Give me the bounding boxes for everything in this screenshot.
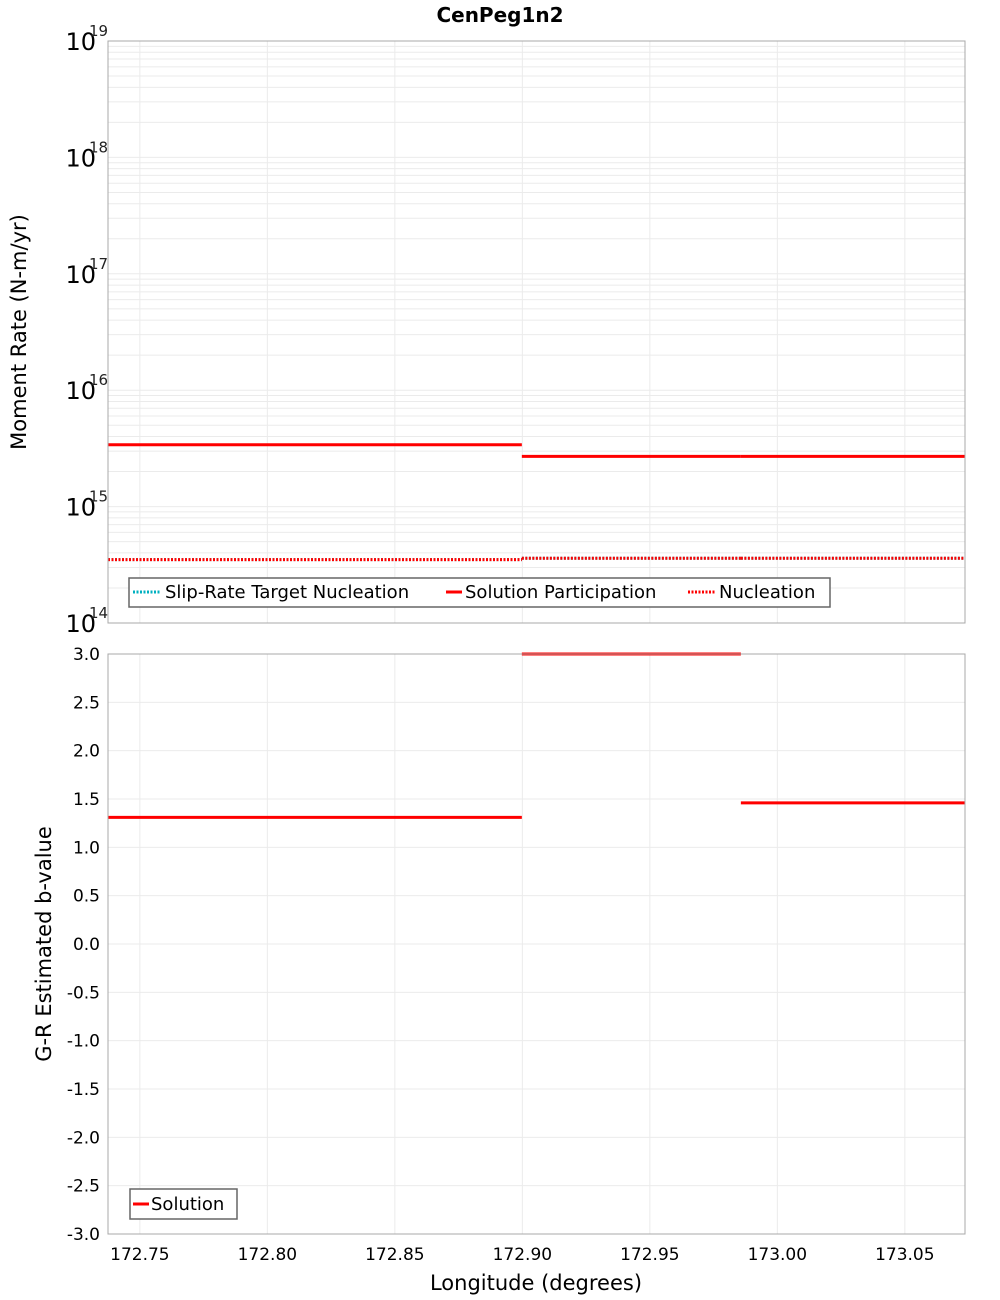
x-axis-ticks: 172.75 172.80 172.85 172.90 172.95 173.00 173.… xyxy=(110,1245,934,1265)
bottom-y-ticks: 3.0 2.5 2.0 1.5 1.0 0.5 0.0 -0.5 -1.0 -1.5 -2.0 -2.… xyxy=(67,645,100,1245)
bottom-plot: 3.0 2.5 2.0 1.5 1.0 0.5 0.0 -0.5 -1.0 -1.5 -2.0 -2.… xyxy=(32,645,965,1245)
bottom-y-tick-label: 2.0 xyxy=(73,742,100,762)
bottom-y-tick-label: -3.0 xyxy=(67,1225,100,1245)
bottom-y-tick-label: 1.5 xyxy=(73,790,100,810)
top-y-axis-label: Moment Rate (N-m/yr) xyxy=(7,214,31,450)
top-y-tick-exponent: 18 xyxy=(89,138,108,156)
x-tick-label: 172.90 xyxy=(493,1245,552,1265)
top-y-tick-exponent: 14 xyxy=(89,604,108,622)
bottom-y-tick-label: -2.0 xyxy=(67,1128,100,1148)
bottom-y-tick-label: 2.5 xyxy=(73,693,100,713)
bottom-y-tick-label: 0.0 xyxy=(73,935,100,955)
top-y-tick-exponent: 15 xyxy=(89,488,108,506)
bottom-y-tick-label: -2.5 xyxy=(67,1177,100,1197)
bottom-legend: Solution xyxy=(130,1189,237,1219)
bottom-y-tick-label: 0.5 xyxy=(73,887,100,907)
bottom-y-axis-label: G-R Estimated b-value xyxy=(32,826,56,1062)
bottom-y-tick-label: -1.0 xyxy=(67,1032,100,1052)
top-y-tick-exponent: 16 xyxy=(89,371,108,389)
top-legend: Slip-Rate Target Nucleation Solution Par… xyxy=(129,578,830,607)
legend-label-nucleation: Nucleation xyxy=(719,582,815,603)
bottom-y-tick-label: -1.5 xyxy=(67,1080,100,1100)
x-axis-label: Longitude (degrees) xyxy=(430,1271,642,1295)
top-plot: 101910181017101610151014 Moment Rate (N-… xyxy=(7,22,965,638)
x-tick-label: 173.00 xyxy=(748,1245,807,1265)
legend-label-solution: Solution xyxy=(151,1194,224,1215)
top-y-tick-exponent: 19 xyxy=(89,22,108,40)
chart-canvas: CenPeg1n2 101910181017101610151014 Momen… xyxy=(0,0,1000,1300)
chart-title: CenPeg1n2 xyxy=(436,3,563,27)
top-y-tick-exponent: 17 xyxy=(89,255,108,273)
x-tick-label: 172.85 xyxy=(365,1245,424,1265)
top-y-ticks: 101910181017101610151014 xyxy=(65,22,108,638)
bottom-y-tick-label: 1.0 xyxy=(73,838,100,858)
legend-label-solution-participation: Solution Participation xyxy=(465,582,656,603)
legend-label-slip-rate-target: Slip-Rate Target Nucleation xyxy=(165,582,409,603)
x-tick-label: 172.95 xyxy=(620,1245,679,1265)
x-tick-label: 172.80 xyxy=(238,1245,297,1265)
x-tick-label: 173.05 xyxy=(875,1245,934,1265)
bottom-y-tick-label: 3.0 xyxy=(73,645,100,665)
bottom-y-tick-label: -0.5 xyxy=(67,983,100,1003)
x-tick-label: 172.75 xyxy=(110,1245,169,1265)
